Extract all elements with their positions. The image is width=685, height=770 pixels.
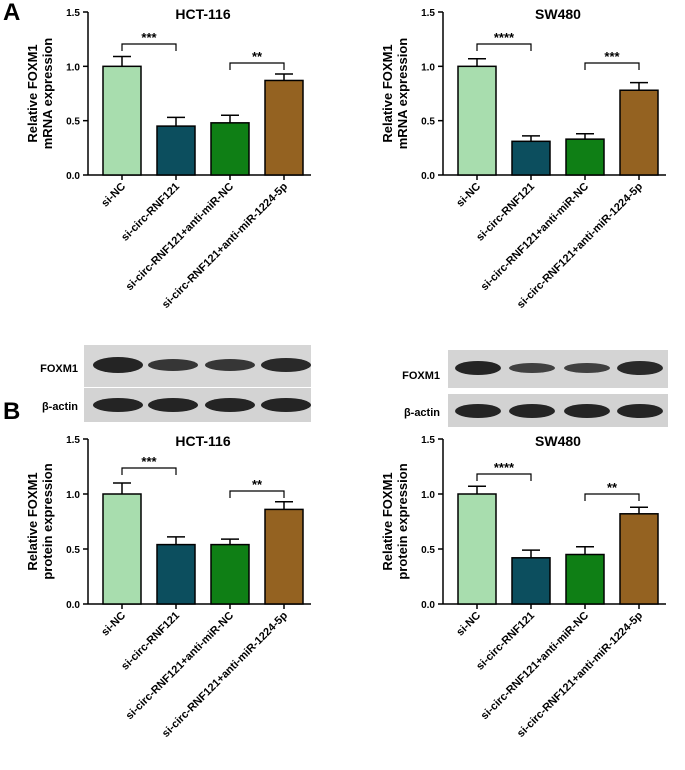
significance-bracket (476, 473, 532, 481)
blot-band (261, 398, 311, 412)
bar-2 (156, 543, 196, 605)
y-tick-label: 1.5 (421, 8, 435, 19)
bar-chart-3: HCT-116 0.0 0.5 1.0 1.5 Relative FOXM1protein… (25, 433, 311, 740)
category-label: si-circ-RNF121 (474, 610, 537, 673)
blot-band (148, 359, 198, 371)
significance-bracket (584, 62, 640, 70)
blot-band (509, 404, 555, 418)
y-axis-label: Relative FOXM1mRNA expression (380, 38, 410, 150)
significance-label: *** (141, 30, 157, 45)
category-label: si-circ-RNF121+anti-miR-NC (124, 610, 236, 722)
panel-letter-b: B (3, 398, 20, 425)
y-axis-label: Relative FOXM1protein expression (380, 463, 410, 579)
blot-band (455, 361, 501, 375)
y-tick-label: 0.5 (421, 545, 435, 556)
western-blot-left: FOXM1 β-actin (40, 345, 311, 422)
y-tick-label: 0.0 (421, 171, 435, 182)
blot-band (93, 357, 143, 373)
bar-3 (565, 138, 605, 176)
significance-label: *** (141, 454, 157, 469)
bar-2 (511, 557, 551, 605)
blot-band (93, 398, 143, 412)
panel-letter-a: A (3, 0, 20, 26)
bar-1 (457, 493, 497, 605)
y-tick-label: 0.0 (66, 171, 80, 182)
significance-bracket (121, 467, 177, 475)
category-label: si-NC (99, 610, 128, 639)
significance-label: **** (494, 460, 515, 475)
blot-band (148, 398, 198, 412)
bar-4 (619, 89, 659, 176)
blot-band (205, 359, 255, 371)
western-blot-right: FOXM1 β-actin (402, 350, 668, 427)
category-label: si-circ-RNF121+anti-miR-NC (479, 181, 591, 293)
category-label: si-circ-RNF121 (474, 181, 537, 244)
blot-band (564, 404, 610, 418)
bar-1 (457, 65, 497, 176)
blot-band (509, 363, 555, 373)
bar-4 (619, 513, 659, 605)
category-label: si-circ-RNF121+anti-miR-NC (479, 610, 591, 722)
blot-band (617, 404, 663, 418)
bar-1 (102, 65, 142, 176)
y-tick-label: 0.5 (66, 545, 80, 556)
blot-label-beta-actin: β-actin (404, 407, 440, 419)
y-tick-label: 1.5 (66, 435, 80, 446)
significance-label: ** (252, 49, 263, 64)
y-tick-label: 0.0 (66, 600, 80, 611)
blot-label-foxm1: FOXM1 (40, 363, 78, 375)
y-tick-label: 0.0 (421, 600, 435, 611)
bar-3 (210, 122, 250, 176)
chart-title: SW480 (535, 6, 581, 22)
bar-3 (565, 553, 605, 605)
chart-title: HCT-116 (175, 433, 230, 449)
significance-bracket (584, 493, 640, 501)
bar-chart-2: SW480 0.0 0.5 1.0 1.5 Relative FOXM1mRNA expr… (380, 6, 666, 311)
category-label: si-NC (99, 181, 128, 210)
significance-label: ** (252, 477, 263, 492)
blot-band (617, 361, 663, 375)
significance-bracket (229, 490, 285, 498)
y-axis-label: Relative FOXM1protein expression (25, 463, 55, 579)
significance-bracket (476, 43, 532, 51)
blot-band (455, 404, 501, 418)
blot-band (564, 363, 610, 373)
y-tick-label: 1.0 (421, 62, 435, 73)
y-tick-label: 1.0 (66, 62, 80, 73)
chart-title: HCT-116 (175, 6, 230, 22)
y-tick-label: 1.5 (421, 435, 435, 446)
significance-bracket (229, 62, 285, 70)
blot-band (261, 358, 311, 372)
blot-label-beta-actin: β-actin (42, 401, 78, 413)
significance-label: *** (604, 49, 620, 64)
significance-label: ** (607, 480, 618, 495)
bar-chart-4: SW480 0.0 0.5 1.0 1.5 Relative FOXM1protein e… (380, 433, 666, 740)
y-axis-label: Relative FOXM1mRNA expression (25, 38, 55, 150)
y-tick-label: 1.0 (421, 490, 435, 501)
chart-title: SW480 (535, 433, 581, 449)
bar-3 (210, 543, 250, 605)
bar-2 (156, 125, 196, 176)
blot-label-foxm1: FOXM1 (402, 370, 440, 382)
significance-label: **** (494, 30, 515, 45)
bar-2 (511, 140, 551, 176)
y-tick-label: 1.0 (66, 490, 80, 501)
bar-chart-1: HCT-116 0.0 0.5 1.0 1.5 Relative FOXM1mRNA ex… (25, 6, 311, 311)
category-label: si-NC (454, 181, 483, 210)
y-tick-label: 0.5 (66, 117, 80, 128)
y-tick-label: 0.5 (421, 117, 435, 128)
bar-1 (102, 493, 142, 605)
category-label: si-circ-RNF121+anti-miR-NC (124, 181, 236, 293)
bar-4 (264, 79, 304, 176)
category-label: si-NC (454, 610, 483, 639)
significance-bracket (121, 43, 177, 51)
bar-4 (264, 508, 304, 605)
category-label: si-circ-RNF121 (119, 610, 182, 673)
category-label: si-circ-RNF121 (119, 181, 182, 244)
blot-band (205, 398, 255, 412)
y-tick-label: 1.5 (66, 8, 80, 19)
